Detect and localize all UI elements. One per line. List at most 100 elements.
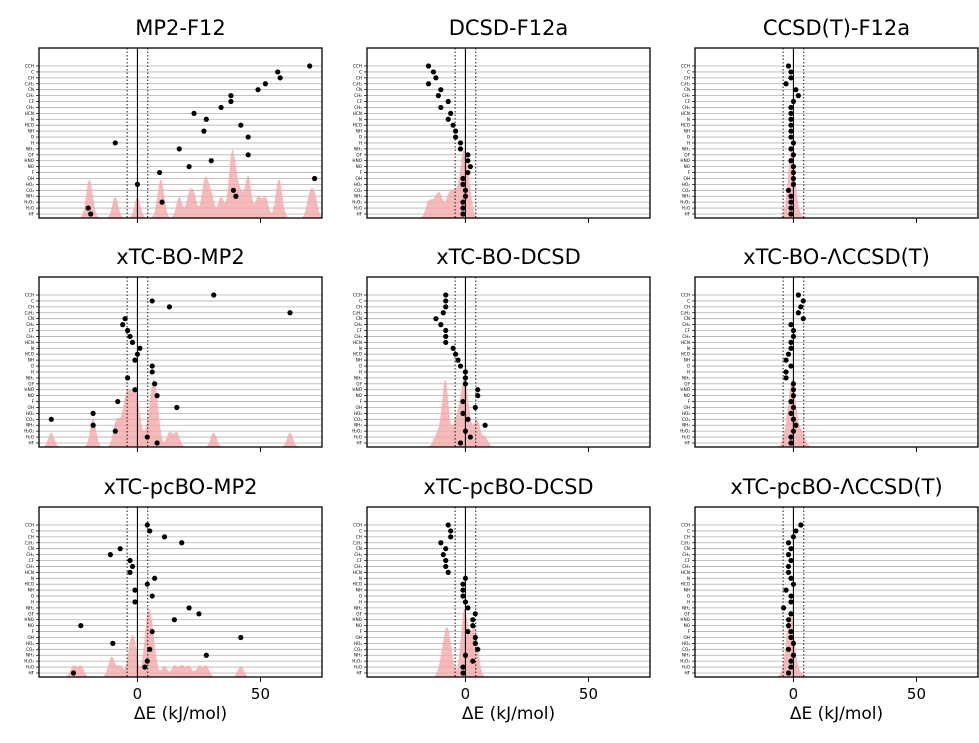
y-tick-label: NO [356,164,363,169]
data-point [460,410,466,416]
y-tick-label: NH₂ [682,375,690,380]
y-tick-label: NH [28,358,34,363]
data-point [783,375,789,381]
y-tick-label: OF [684,611,690,616]
y-tick-label: CN [684,546,690,551]
y-tick-label: HO₂ [26,411,34,416]
data-point [460,587,466,593]
y-tick-label: CF [685,328,691,333]
panel-6: xTC-BO-ΛCCSD(T)CCHCCHC₂H₂CNCH₂CFCH₃HCNNH… [680,245,979,452]
data-point [790,581,797,587]
data-point [129,563,136,570]
data-point [788,205,794,211]
data-point [149,628,155,635]
data-point [783,81,789,87]
data-point [152,575,158,581]
data-point [465,169,471,176]
data-point [238,122,244,128]
data-point [475,393,481,399]
data-point [287,310,293,316]
data-point [460,211,466,217]
data-point [788,611,794,617]
data-point [465,158,471,164]
y-tick-label: H [31,369,34,374]
y-tick-label: CCH [25,64,34,69]
data-point [144,434,150,440]
y-tick-label: H₂O [26,435,35,440]
y-tick-label: CH [28,75,34,80]
data-point [132,587,138,593]
y-tick-label: N [687,346,690,351]
y-tick-label: H₂O [26,665,35,670]
y-tick-label: HCN [681,111,690,116]
data-point [790,98,797,105]
y-tick-label: HF [356,671,362,676]
y-tick-label: CN [684,316,690,321]
data-point [788,104,794,111]
y-tick-label: CF [685,558,691,563]
data-point [798,522,804,528]
x-axis-label: ΔE (kJ/mol) [134,704,227,724]
y-tick-label: HO₂ [354,182,362,187]
y-tick-label: CN [28,546,34,551]
y-tick-label: HO₂ [354,411,362,416]
y-tick-label: C₂H₂ [353,81,363,86]
y-tick-label: HCN [25,340,34,345]
data-point [788,75,794,81]
data-point [443,327,449,334]
y-tick-label: CH₂ [354,322,362,327]
data-point [443,546,449,552]
data-point [245,134,251,140]
y-tick-label: HNO [24,158,34,163]
y-tick-label: HO₂ [682,641,690,646]
data-point [450,122,456,128]
y-tick-label: CF [685,99,691,104]
y-tick-label: CH₃ [682,564,690,569]
y-tick-label: F [32,629,35,634]
y-tick-label: OH [356,405,362,410]
data-point [788,557,794,564]
data-point [790,652,797,658]
y-tick-label: NH₃ [682,423,690,428]
y-tick-label: NO [356,393,363,398]
y-tick-label: H₂O₂ [680,429,690,434]
data-point [445,522,451,528]
data-point [788,122,794,128]
y-tick-label: C [359,298,362,303]
y-tick-label: CO₂ [682,647,690,652]
y-tick-label: CH₃ [26,564,34,569]
y-tick-label: NH₂ [26,375,34,380]
data-point [788,363,794,369]
y-tick-label: CO₂ [354,417,362,422]
data-point [790,428,797,434]
data-point [438,104,444,111]
y-tick-label: CH [28,534,34,539]
data-point [472,634,478,641]
data-point [780,605,787,611]
data-point [156,169,163,176]
y-tick-label: O [359,364,363,369]
data-point [462,575,469,581]
y-tick-label: F [32,170,35,175]
data-point [440,552,446,558]
data-point [196,611,202,617]
data-point [174,404,180,411]
y-tick-label: H₂O [354,435,363,440]
y-tick-label: H [359,599,362,604]
data-point [788,146,794,152]
data-point [137,345,143,351]
y-tick-label: HF [356,212,362,217]
data-point [788,634,794,641]
data-point [462,187,469,193]
y-tick-label: CN [28,87,34,92]
panel-5: xTC-BO-DCSDCCHCCHC₂H₂CNCH₂CFCH₃HCNNHCONH… [352,245,651,452]
y-tick-label: O [359,135,363,140]
data-point [124,327,131,334]
y-tick-label: H₂O₂ [352,659,362,664]
y-tick-label: HO₂ [682,411,690,416]
data-point [435,93,441,99]
y-tick-label: CH [356,75,362,80]
y-tick-label: CH₂ [354,93,362,98]
data-point [211,292,217,298]
